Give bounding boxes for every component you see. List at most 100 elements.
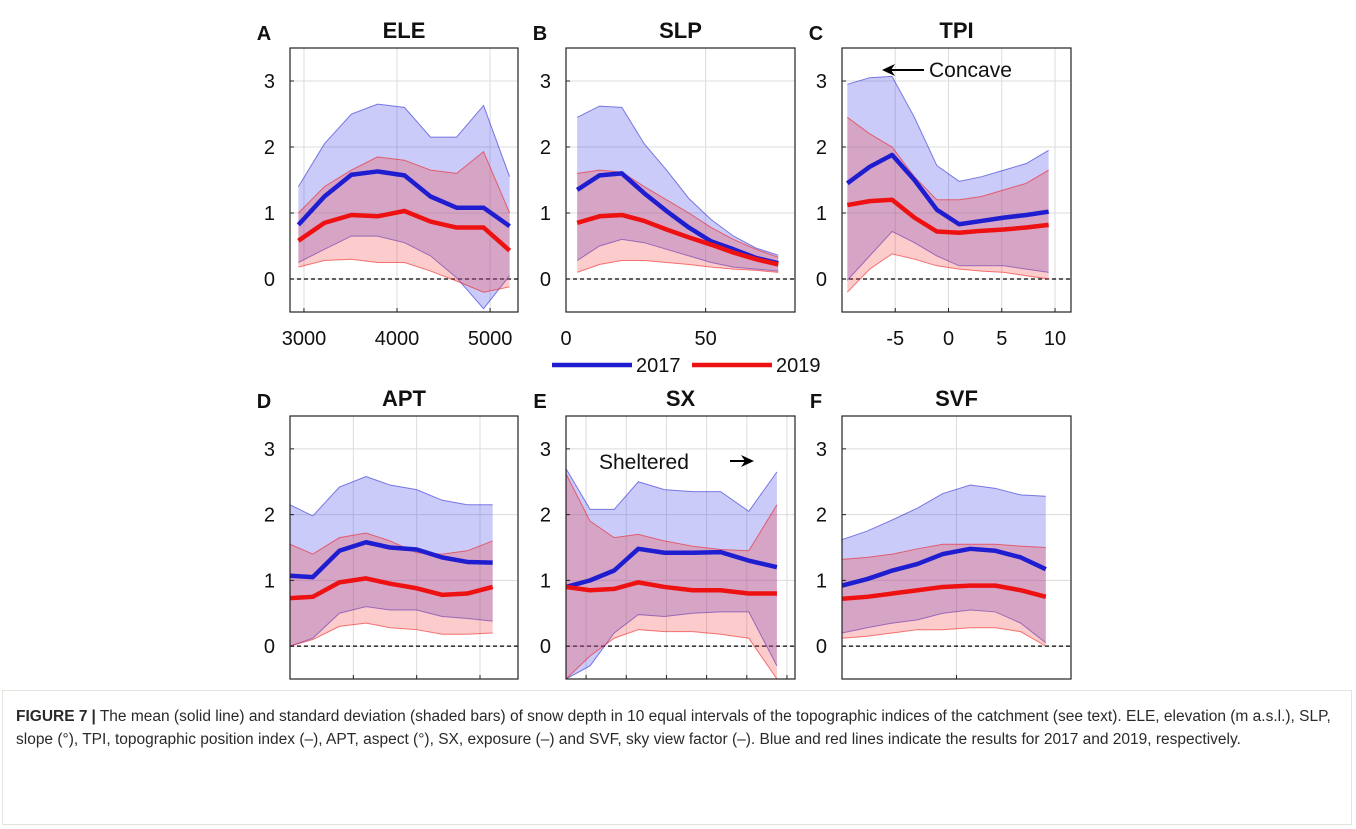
panel-letter: E bbox=[533, 391, 546, 413]
y-tick-label: 1 bbox=[816, 570, 827, 592]
mean-line-2017 bbox=[566, 546, 778, 590]
panel-letter: A bbox=[257, 23, 271, 45]
mean-line-2017 bbox=[296, 169, 511, 229]
sd-upper-2019 bbox=[577, 169, 779, 258]
plot-area bbox=[566, 416, 795, 679]
y-tick-label: 2 bbox=[540, 137, 551, 159]
y-tick-label: 0 bbox=[264, 636, 275, 658]
y-tick-label: 3 bbox=[540, 439, 551, 461]
y-tick-label: 3 bbox=[816, 71, 827, 93]
sd-upper-2017 bbox=[842, 484, 1046, 541]
y-tick-label: 1 bbox=[816, 203, 827, 225]
sd-lower-2017 bbox=[566, 611, 778, 679]
y-tick-label: 1 bbox=[540, 570, 551, 592]
y-tick-label: 3 bbox=[264, 439, 275, 461]
sd-lower-2017 bbox=[290, 606, 493, 647]
series-area bbox=[290, 475, 494, 647]
sd-lower-2019 bbox=[290, 622, 493, 647]
series-area bbox=[575, 105, 779, 273]
panel-letter: F bbox=[810, 391, 822, 413]
caption-label: FIGURE 7 bbox=[16, 708, 88, 725]
sheltered-arrowhead bbox=[741, 455, 754, 467]
mean-line-2019 bbox=[297, 208, 512, 253]
panel-a: 0 1 2 3 3000 4000 5000 ELE A bbox=[257, 18, 519, 350]
sd-lower-2017 bbox=[842, 609, 1047, 644]
axes-frame bbox=[841, 47, 1072, 313]
y-tick-label: 1 bbox=[540, 203, 551, 225]
sd-band-2017 bbox=[577, 106, 779, 272]
panel-title: SLP bbox=[659, 18, 702, 43]
x-tick-label: 5000 bbox=[468, 328, 513, 350]
axes-frame bbox=[289, 47, 519, 313]
x-tick-label: -5 bbox=[886, 328, 904, 350]
sd-band-2017 bbox=[566, 468, 777, 679]
sd-upper-2017 bbox=[566, 468, 778, 513]
x-tick-label: 50 bbox=[695, 328, 717, 350]
sd-band-2019 bbox=[298, 151, 510, 293]
y-tick-label: 0 bbox=[816, 636, 827, 658]
plot-area bbox=[566, 48, 795, 312]
y-tick-label: 1 bbox=[264, 570, 275, 592]
panel-title: SX bbox=[666, 386, 696, 411]
sheltered-annotation: Sheltered bbox=[599, 451, 689, 474]
sd-upper-2017 bbox=[297, 103, 511, 187]
sd-lower-2017 bbox=[846, 230, 1049, 281]
y-tick-label: 3 bbox=[264, 71, 275, 93]
y-tick-label: 0 bbox=[540, 636, 551, 658]
panel-title: APT bbox=[382, 386, 427, 411]
legend-label-2017: 2017 bbox=[636, 355, 681, 377]
mean-line-2019 bbox=[846, 197, 1049, 236]
axes-frame bbox=[565, 47, 796, 313]
axes-frame bbox=[565, 415, 796, 680]
mean-line-2019 bbox=[566, 580, 777, 596]
sd-lower-2019 bbox=[577, 260, 779, 273]
sd-upper-2019 bbox=[566, 473, 778, 552]
x-tick-label: 0 bbox=[560, 328, 571, 350]
sd-lower-2019 bbox=[842, 627, 1047, 647]
axes-frame bbox=[289, 415, 519, 680]
sd-band-2019 bbox=[566, 473, 777, 679]
legend-label-2019: 2019 bbox=[776, 355, 821, 377]
legend: 2017 2019 bbox=[552, 355, 821, 377]
panel-letter: D bbox=[257, 391, 271, 413]
series-area bbox=[842, 484, 1047, 647]
panel-b: 0 1 2 3 0 50 SLP B bbox=[533, 18, 796, 350]
plot-area bbox=[290, 48, 518, 312]
series-area bbox=[296, 103, 512, 310]
mean-line-2019 bbox=[576, 212, 779, 267]
x-tick-label: 3000 bbox=[282, 328, 327, 350]
x-tick-label: 0 bbox=[943, 328, 954, 350]
x-tick-label: 4000 bbox=[375, 328, 420, 350]
y-tick-label: 2 bbox=[816, 505, 827, 527]
sd-lower-2019 bbox=[846, 253, 1049, 293]
y-tick-label: 3 bbox=[816, 439, 827, 461]
mean-line-2017 bbox=[842, 546, 1047, 588]
sd-upper-2017 bbox=[576, 105, 779, 256]
sd-upper-2019 bbox=[842, 543, 1046, 560]
y-tick-label: 2 bbox=[264, 137, 275, 159]
mean-line-2017 bbox=[845, 152, 1049, 227]
sd-band-2017 bbox=[842, 485, 1046, 643]
series-area bbox=[845, 75, 1049, 293]
y-tick-label: 0 bbox=[816, 269, 827, 291]
y-tick-label: 3 bbox=[540, 71, 551, 93]
panel-title: ELE bbox=[383, 18, 426, 43]
y-tick-label: 0 bbox=[264, 269, 275, 291]
panel-f: 012300.51SVFF bbox=[810, 386, 1072, 680]
panel-title: SVF bbox=[935, 386, 978, 411]
mean-line-2017 bbox=[290, 539, 493, 580]
y-tick-label: 0 bbox=[540, 269, 551, 291]
caption-separator: | bbox=[91, 708, 96, 725]
panel-letter: C bbox=[809, 23, 823, 45]
sd-lower-2017 bbox=[576, 238, 779, 272]
mean-line-2019 bbox=[842, 583, 1047, 602]
caption-body: The mean (solid line) and standard devia… bbox=[16, 708, 1331, 748]
concave-arrowhead bbox=[882, 64, 895, 76]
panel-d: 0123100200300APTD bbox=[257, 386, 519, 680]
sd-band-2019 bbox=[290, 533, 493, 647]
concave-annotation: Concave bbox=[929, 59, 1012, 82]
sd-lower-2019 bbox=[298, 258, 510, 293]
figure-caption: FIGURE 7 | The mean (solid line) and stand… bbox=[2, 690, 1352, 825]
sd-upper-2019 bbox=[290, 532, 493, 555]
